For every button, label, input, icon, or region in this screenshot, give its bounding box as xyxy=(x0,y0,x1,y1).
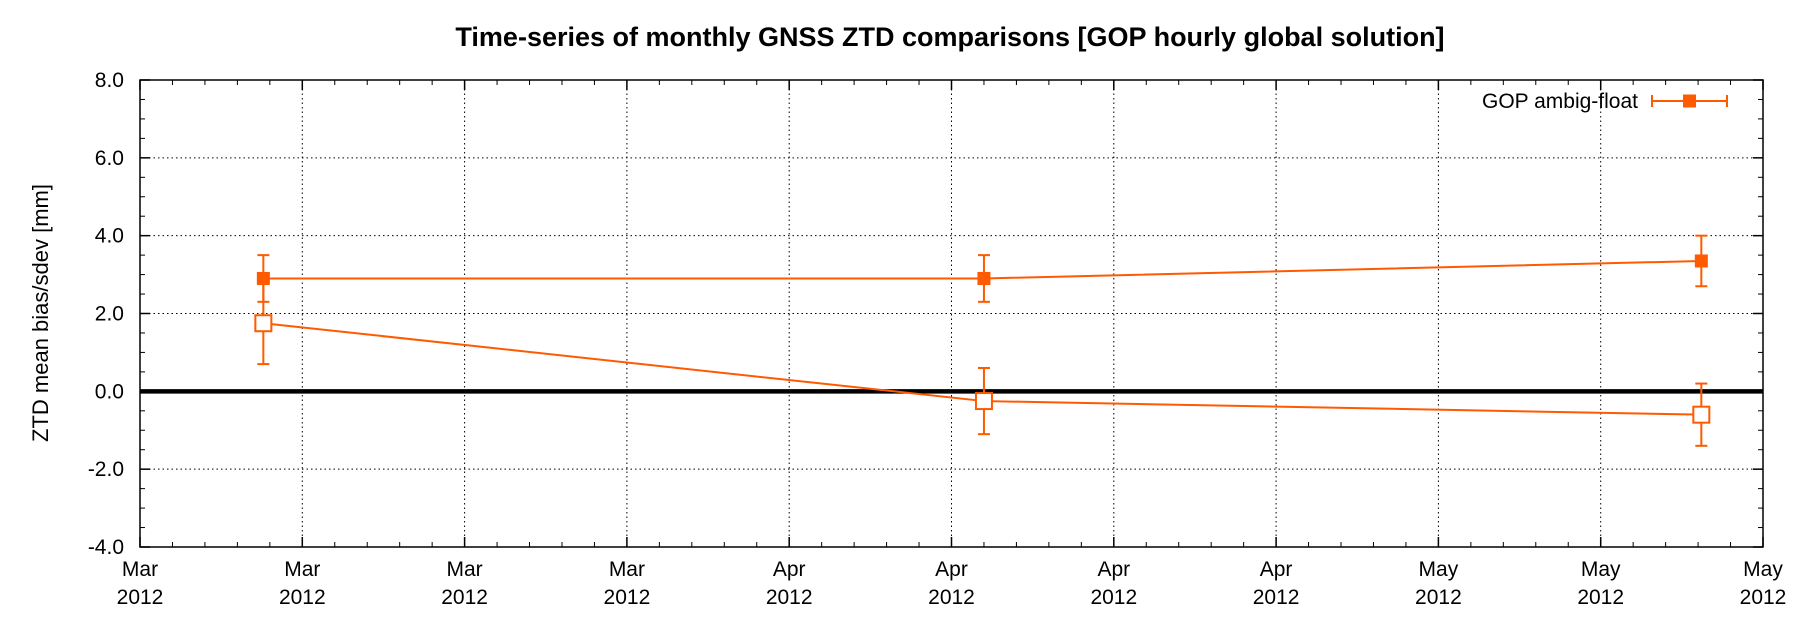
x-tick-label-year: 2012 xyxy=(1253,586,1300,609)
y-axis-label: ZTD mean bias/sdev [mm] xyxy=(28,184,53,442)
x-tick-label-month: May xyxy=(1581,558,1621,581)
x-tick-label-year: 2012 xyxy=(604,586,651,609)
y-tick-label: 0.0 xyxy=(95,380,124,403)
x-tick-label-year: 2012 xyxy=(1577,586,1624,609)
x-tick-label-month: Apr xyxy=(773,558,806,581)
x-tick-label-month: Mar xyxy=(122,558,158,581)
grid-lines xyxy=(140,80,1763,547)
y-tick-label: 4.0 xyxy=(95,225,124,248)
x-tick-label-month: May xyxy=(1743,558,1783,581)
plot-frame xyxy=(139,79,1764,548)
series-group xyxy=(254,234,1711,447)
y-tick-label: 8.0 xyxy=(95,69,124,92)
x-tick-label-month: Apr xyxy=(1097,558,1130,581)
x-tick-labels: Mar 2012 Mar 2012 Mar 2012 Mar 2012 Apr 2012 Apr 20… xyxy=(117,558,1787,609)
axis-ticks xyxy=(139,79,1764,548)
x-tick-label-month: Mar xyxy=(284,558,320,581)
legend-sample xyxy=(1651,94,1728,108)
x-tick-label-year: 2012 xyxy=(117,586,164,609)
x-tick-label-year: 2012 xyxy=(1740,586,1787,609)
chart-title: Time-series of monthly GNSS ZTD comparis… xyxy=(455,22,1444,52)
data-point-filled xyxy=(1694,254,1708,268)
x-tick-label-year: 2012 xyxy=(441,586,488,609)
x-tick-label-year: 2012 xyxy=(1090,586,1137,609)
y-tick-label: 2.0 xyxy=(95,303,124,326)
y-tick-labels: -4.0 -2.0 0.0 2.0 4.0 6.0 8.0 xyxy=(88,69,124,559)
legend-label: GOP ambig-float xyxy=(1482,90,1638,113)
x-tick-label-month: Apr xyxy=(1260,558,1293,581)
y-tick-label: 6.0 xyxy=(95,147,124,170)
x-tick-label-month: Apr xyxy=(935,558,968,581)
x-tick-label-year: 2012 xyxy=(279,586,326,609)
x-tick-label-year: 2012 xyxy=(766,586,813,609)
x-tick-label-year: 2012 xyxy=(1415,586,1462,609)
data-point-filled xyxy=(977,271,991,285)
data-point-open xyxy=(254,314,273,333)
y-tick-label: -2.0 xyxy=(88,458,124,481)
legend-sample-marker xyxy=(1683,94,1696,108)
x-tick-label-month: May xyxy=(1419,558,1459,581)
legend: GOP ambig-float xyxy=(1482,90,1728,113)
x-tick-label-month: Mar xyxy=(609,558,645,581)
data-point-open xyxy=(1692,405,1711,424)
x-tick-label-year: 2012 xyxy=(928,586,975,609)
x-tick-label-month: Mar xyxy=(447,558,483,581)
y-tick-label: -4.0 xyxy=(88,536,124,559)
data-point-open xyxy=(974,392,993,411)
